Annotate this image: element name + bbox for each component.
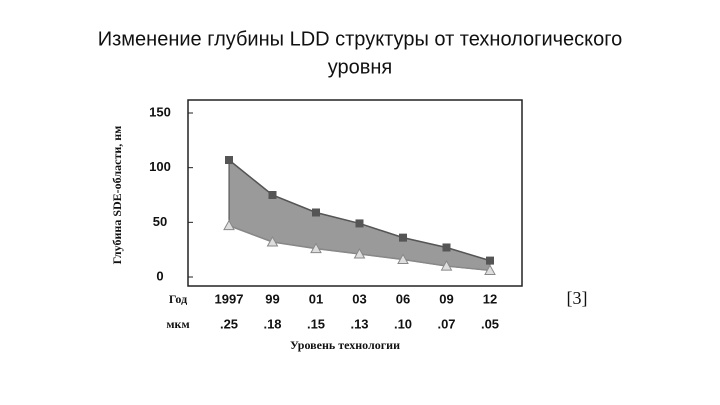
- x-tick-label: 99: [265, 291, 279, 306]
- y-tick-label: 0: [156, 268, 163, 283]
- marker: [223, 219, 235, 231]
- x-tick-label: 06: [396, 291, 410, 306]
- marker: [399, 233, 407, 242]
- x-tick-label: 09: [439, 291, 453, 306]
- x-tick-label: 03: [352, 291, 366, 306]
- chart-title: Изменение глубины LDD структуры от техно…: [98, 28, 623, 50]
- row-label: Год: [169, 292, 187, 306]
- y-tick-label: 50: [153, 214, 167, 229]
- row-label: мкм: [166, 317, 189, 331]
- x-tick-label: .25: [220, 316, 238, 331]
- x-axis-title: Уровень технологии: [290, 338, 400, 352]
- x-tick-label: .10: [394, 316, 412, 331]
- annotation: [3]: [567, 288, 588, 308]
- marker: [312, 208, 320, 217]
- y-axis-title: Глубина SDE-области, нм: [110, 126, 124, 265]
- marker: [225, 156, 233, 165]
- marker: [268, 191, 277, 199]
- marker: [442, 243, 451, 252]
- marker: [440, 260, 453, 271]
- plot-frame: [187, 99, 523, 287]
- marker: [353, 248, 366, 259]
- marker: [397, 253, 409, 265]
- x-tick-label: 01: [309, 291, 323, 306]
- marker: [355, 219, 364, 228]
- chart-title: уровня: [328, 56, 393, 78]
- x-tick-label: .18: [263, 316, 281, 331]
- x-tick-label: .13: [350, 316, 368, 331]
- marker: [266, 235, 279, 247]
- x-tick-label: .07: [437, 316, 455, 331]
- y-tick-label: 150: [149, 104, 171, 119]
- marker: [310, 242, 322, 254]
- y-tick-label: 100: [149, 159, 171, 174]
- x-tick-label: .05: [481, 316, 499, 331]
- x-tick-label: 1997: [215, 291, 244, 306]
- x-tick-label: 12: [483, 291, 497, 306]
- marker: [486, 256, 494, 265]
- marker: [484, 264, 496, 275]
- x-tick-label: .15: [307, 316, 325, 331]
